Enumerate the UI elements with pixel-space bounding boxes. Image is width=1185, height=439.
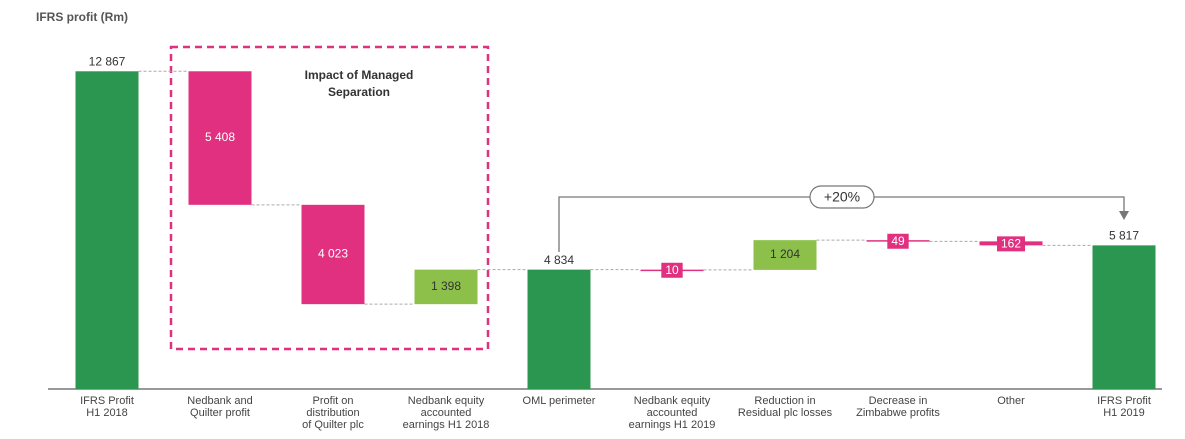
x-tick-label: IFRS Profit H1 2018 [80, 395, 134, 419]
change-oval [809, 185, 875, 209]
value-label: 5 817 [1109, 229, 1139, 243]
group-box [169, 45, 490, 351]
value-label-box [996, 236, 1026, 252]
x-tick-label: Nedbank and Quilter profit [187, 395, 253, 419]
value-label: 1 398 [431, 279, 461, 293]
bar [527, 269, 591, 389]
bar [753, 240, 817, 270]
bar [188, 71, 252, 205]
bar [414, 269, 478, 305]
x-tick-label: OML perimeter [522, 395, 596, 407]
value-label: 12 867 [89, 54, 126, 68]
value-label-box [887, 233, 909, 249]
chart-title: IFRS profit (Rm) [36, 10, 128, 24]
bar [301, 204, 365, 305]
value-label-box [661, 262, 683, 278]
value-label: 4 834 [544, 253, 574, 267]
value-label: 1 204 [770, 247, 800, 261]
value-label: 10 [665, 263, 679, 277]
x-tick-label: Nedbank equity accounted earnings H1 201… [628, 395, 716, 431]
x-tick-label: Profit on distribution of Quilter plc [302, 395, 364, 431]
value-label: 49 [891, 234, 905, 248]
value-label: 162 [1001, 237, 1021, 251]
group-box-label: Impact of Managed Separation [304, 68, 414, 99]
change-label: +20% [824, 189, 860, 205]
x-tick-label: Nedbank equity accounted earnings H1 201… [402, 395, 490, 431]
x-tick-label: IFRS Profit H1 2019 [1097, 395, 1151, 419]
value-label: 4 023 [318, 247, 348, 261]
x-tick-label: Reduction in Residual plc losses [737, 395, 833, 419]
value-label: 5 408 [205, 130, 235, 144]
x-tick-label: Decrease in Zimbabwe profits [856, 395, 940, 419]
bar [1092, 245, 1156, 389]
x-tick-label: Other [997, 395, 1025, 407]
bar [75, 71, 139, 389]
arrow-head [1119, 211, 1129, 220]
